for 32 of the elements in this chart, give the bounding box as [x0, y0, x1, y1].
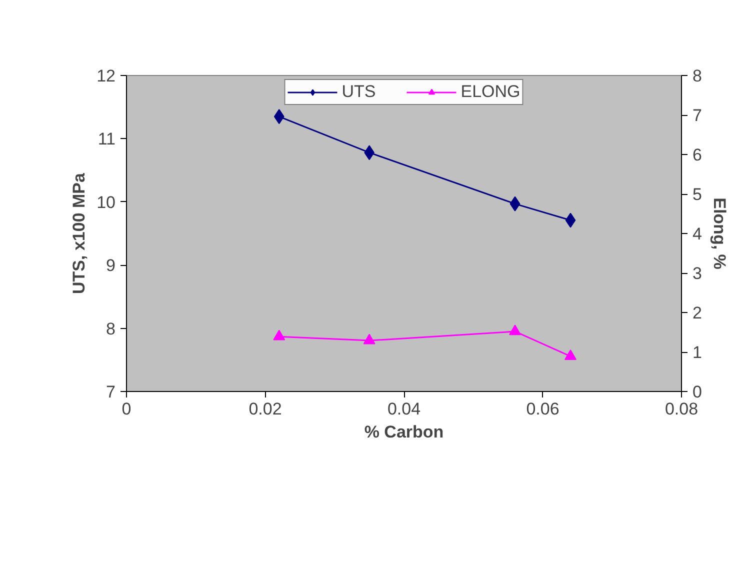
y-tick-label: 12 [96, 66, 116, 86]
x-tick-label: 0.08 [664, 400, 698, 418]
y2-tick-label: 2 [692, 304, 702, 322]
point [565, 212, 576, 228]
legend-label: UTS [342, 82, 376, 102]
x-tick-label: 0 [122, 400, 132, 418]
y2-tick-label: 5 [692, 185, 702, 204]
y2-tick-label: 0 [692, 382, 702, 402]
point [273, 330, 286, 340]
x-tick-label: 0.04 [387, 400, 421, 418]
y-tick-label: 10 [96, 192, 116, 212]
y-tick-label: 9 [106, 256, 116, 276]
point [274, 109, 284, 124]
y-tick-label: 11 [98, 130, 116, 149]
y-axis-title: UTS, x100 MPa [70, 172, 89, 294]
y2-tick-label: 8 [692, 66, 702, 86]
x-tick-label: 0.06 [526, 400, 560, 418]
y-tick-label: 7 [106, 382, 116, 402]
x-tick-label: 0.02 [248, 400, 282, 418]
y2-tick-label: 4 [692, 224, 702, 244]
y2-tick-label: 6 [692, 146, 702, 164]
y2-tick-label: 3 [692, 264, 702, 283]
legend-label: ELONG [460, 82, 520, 102]
point [510, 196, 520, 212]
y2-tick-label: 7 [692, 106, 702, 125]
point [564, 349, 576, 360]
point [509, 324, 521, 336]
point [363, 334, 376, 344]
y2-tick-label: 1 [692, 343, 702, 362]
y2-axis-title: Elong, % [710, 198, 729, 270]
y-tick-label: 8 [106, 319, 116, 338]
x-axis-title: % Carbon [364, 422, 444, 442]
